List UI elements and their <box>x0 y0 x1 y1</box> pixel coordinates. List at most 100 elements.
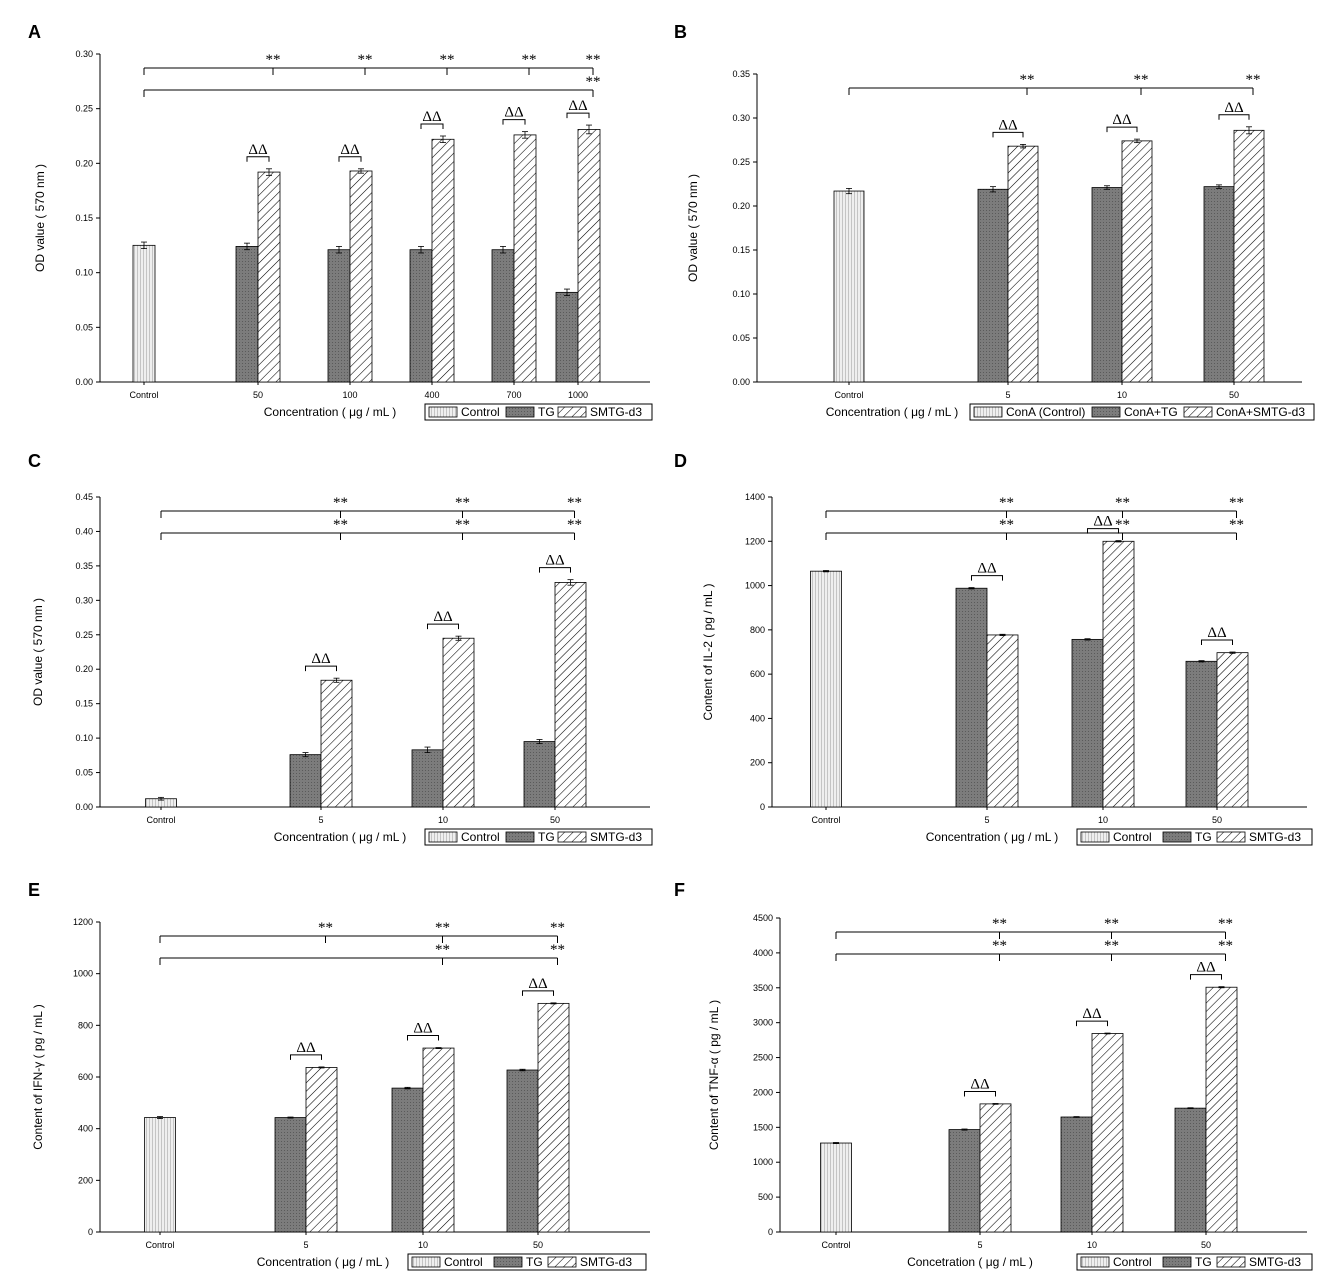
delta-bracket <box>305 665 337 672</box>
legend-label: Control <box>1113 1255 1152 1269</box>
y-tick-label: 0.00 <box>732 377 750 387</box>
panel-label-c: C <box>28 451 41 471</box>
y-axis-label: OD value ( 570 nm ) <box>686 174 700 282</box>
y-tick-label: 600 <box>750 669 765 679</box>
y-axis-label: Content of IFN-γ ( pg / mL ) <box>31 1004 45 1150</box>
x-tick-label: 50 <box>533 1240 543 1250</box>
x-tick-label: 700 <box>506 390 521 400</box>
y-tick-label: 0.05 <box>732 333 750 343</box>
y-tick-label: 4500 <box>753 913 773 923</box>
delta-bracket <box>522 990 554 996</box>
bar-smtg <box>554 582 587 808</box>
x-axis-label: Concetration ( μg / mL ) <box>907 1255 1033 1269</box>
sig-label: ** <box>455 517 470 533</box>
bar-control <box>820 1142 852 1233</box>
y-tick-label: 800 <box>750 625 765 635</box>
sig-label: ** <box>1218 938 1233 954</box>
y-tick-label: 0.15 <box>75 699 93 709</box>
delta-bracket <box>338 156 362 162</box>
legend-box <box>407 1253 647 1271</box>
x-tick-label: 50 <box>1201 1240 1211 1250</box>
delta-label: ΔΔ <box>1093 514 1113 530</box>
bar-tg <box>955 587 988 808</box>
sig-label: ** <box>567 495 582 511</box>
legend-label: TG <box>538 830 555 844</box>
bar-tg <box>1071 638 1104 808</box>
y-tick-label: 0.45 <box>75 492 93 502</box>
y-tick-label: 0.35 <box>732 69 750 79</box>
y-tick-label: 0.25 <box>75 104 93 114</box>
bar-tg <box>977 188 1009 383</box>
y-tick-label: 500 <box>758 1192 773 1202</box>
x-tick-label: 5 <box>303 1240 308 1250</box>
chart-c: 0.00 0.05 0.10 0.15 0.20 0.25 0.30 0.35 0.40 0.45… <box>31 492 653 846</box>
chart-b: 0.00 0.05 0.10 0.15 0.20 0.25 0.30 0.35 OD value… <box>686 69 1315 421</box>
bar-tg <box>506 1069 539 1233</box>
bar-smtg <box>305 1067 338 1233</box>
sig-label: ** <box>1229 495 1244 511</box>
delta-label: ΔΔ <box>296 1040 316 1056</box>
y-tick-label: 0.25 <box>75 630 93 640</box>
bar-tg <box>1174 1107 1207 1233</box>
chart-e: 0 200 400 600 800 1000 1200 Content of IFN-γ ( … <box>31 917 650 1271</box>
delta-label: ΔΔ <box>568 98 588 114</box>
legend-label: SMTG-d3 <box>590 830 642 844</box>
bar-tg <box>1203 186 1235 383</box>
y-tick-label: 2000 <box>753 1087 773 1097</box>
sig-label: ** <box>567 517 582 533</box>
sig-label: ** <box>1115 517 1130 533</box>
delta-bracket <box>1218 114 1250 120</box>
legend-label: SMTG-d3 <box>580 1255 632 1269</box>
legend-swatch-control <box>1080 1256 1110 1268</box>
legend-label: TG <box>1195 830 1212 844</box>
delta-bracket <box>1190 974 1222 980</box>
bar-smtg <box>1216 652 1249 808</box>
bar-tg <box>289 754 322 808</box>
bar-smtg <box>1205 986 1238 1233</box>
x-tick-label: Control <box>821 1240 850 1250</box>
sig-label: ** <box>1104 916 1119 932</box>
delta-label: ΔΔ <box>970 1076 990 1092</box>
y-tick-label: 400 <box>78 1124 93 1134</box>
y-tick-label: 1000 <box>745 581 765 591</box>
legend-box <box>1076 828 1313 846</box>
bar-smtg <box>257 171 281 383</box>
sig-label: ** <box>1229 517 1244 533</box>
delta-bracket <box>290 1054 322 1060</box>
x-tick-label: Control <box>145 1240 174 1250</box>
sig-label: ** <box>318 920 333 936</box>
chart-d: 0 200 400 600 800 1000 1200 1400 Content of IL-2… <box>701 492 1313 846</box>
bar-smtg <box>442 637 475 808</box>
bar-tg <box>523 741 556 808</box>
sig-label: ** <box>1218 916 1233 932</box>
delta-bracket <box>992 131 1024 138</box>
legend-swatch-smtg <box>1216 1256 1246 1268</box>
sig-label: ** <box>550 942 565 958</box>
y-tick-label: 600 <box>78 1072 93 1082</box>
delta-label: ΔΔ <box>340 142 360 158</box>
bar-smtg <box>577 129 601 383</box>
y-axis-label: Content of IL-2 ( pg / mL ) <box>701 584 715 721</box>
bar-smtg <box>1091 1033 1124 1233</box>
bar-tg <box>948 1129 981 1233</box>
sig-label: ** <box>435 942 450 958</box>
y-tick-label: 0 <box>88 1227 93 1237</box>
delta-label: ΔΔ <box>1196 960 1216 976</box>
delta-label: ΔΔ <box>413 1021 433 1037</box>
bar-smtg <box>1121 140 1153 383</box>
y-tick-label: 0.25 <box>732 157 750 167</box>
legend-swatch-tg <box>1162 1256 1192 1268</box>
y-tick-label: 0.40 <box>75 526 93 536</box>
bar-tg <box>409 249 433 383</box>
y-tick-label: 800 <box>78 1020 93 1030</box>
delta-bracket <box>964 1090 996 1097</box>
sig-label: ** <box>435 920 450 936</box>
bar-smtg <box>431 138 455 383</box>
panel-e: E 0 200 400 600 800 1000 1200 Content of IFN-γ … <box>20 868 660 1277</box>
delta-label: ΔΔ <box>1207 625 1227 641</box>
bar-smtg <box>349 170 373 383</box>
legend-swatch-tg <box>505 831 535 843</box>
x-tick-label: 5 <box>984 815 989 825</box>
bar-control <box>810 570 842 808</box>
panel-b: B 0.00 0.05 0.10 0.15 0.20 0.25 0.30 0.35 OD val… <box>662 18 1322 428</box>
